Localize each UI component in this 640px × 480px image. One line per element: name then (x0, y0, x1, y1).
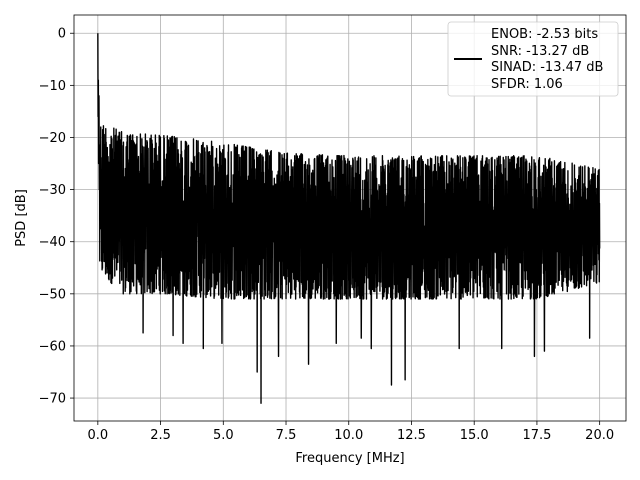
plot-area (97, 33, 601, 404)
x-tick-label: 0.0 (87, 428, 108, 443)
x-tick-label: 17.5 (522, 428, 551, 443)
legend-entry-snr: SNR: -13.27 dB (491, 44, 589, 59)
legend-box (447, 21, 619, 97)
y-tick-label: −50 (39, 287, 66, 302)
y-tick-label: −30 (39, 183, 66, 198)
y-tick-label: 0 (58, 27, 66, 42)
x-axis-label: Frequency [MHz] (295, 451, 404, 466)
y-axis-label: PSD [dB] (14, 189, 29, 247)
y-tick-label: −40 (39, 235, 66, 250)
y-tick-label: −20 (39, 131, 66, 146)
x-tick-label: 10.0 (334, 428, 363, 443)
x-axis-ticks: 0.0 2.5 5.0 7.5 10.0 12.5 15.0 17.5 20.0 (87, 421, 614, 443)
y-tick-label: −60 (39, 339, 66, 354)
x-tick-label: 20.0 (585, 428, 614, 443)
x-tick-label: 12.5 (397, 428, 426, 443)
legend-entry-sinad: SINAD: -13.47 dB (491, 60, 603, 75)
x-tick-label: 15.0 (460, 428, 489, 443)
x-tick-label: 7.5 (276, 428, 297, 443)
y-axis-ticks: 0 −10 −20 −30 −40 −50 −60 −70 (39, 27, 74, 407)
x-tick-label: 5.0 (213, 428, 234, 443)
psd-series-line (97, 33, 601, 404)
x-tick-label: 2.5 (150, 428, 171, 443)
y-tick-label: −70 (39, 392, 66, 407)
y-tick-label: −10 (39, 79, 66, 94)
plot-frame (73, 14, 627, 422)
legend: ENOB: -2.53 bits SNR: -13.27 dB SINAD: -… (447, 21, 619, 97)
legend-entry-sfdr: SFDR: 1.06 (491, 77, 563, 92)
legend-entry-enob: ENOB: -2.53 bits (491, 27, 598, 42)
